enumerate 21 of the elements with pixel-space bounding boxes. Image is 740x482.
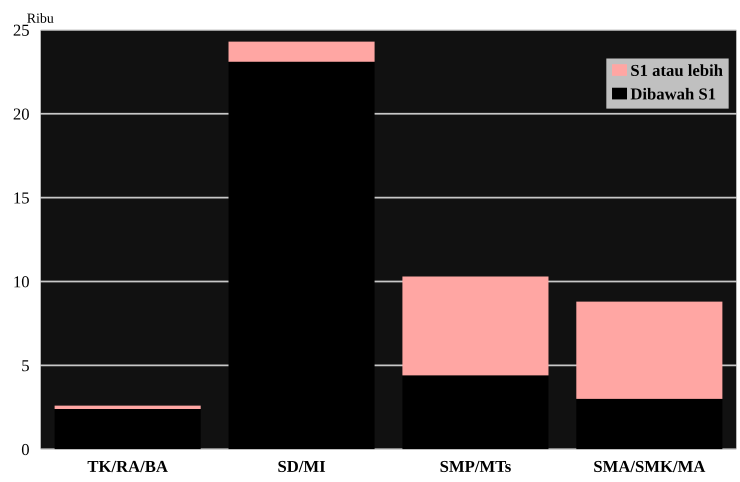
x-tick-label: TK/RA/BA xyxy=(88,460,168,472)
bar xyxy=(228,42,375,62)
bar xyxy=(576,302,722,399)
y-tick-label: 15 xyxy=(14,192,29,204)
legend-label: Dibawah S1 xyxy=(630,88,716,100)
bar xyxy=(54,406,201,409)
bar xyxy=(402,375,548,450)
bar xyxy=(576,398,722,450)
y-tick-label: 0 xyxy=(22,444,29,456)
y-tick-label: 25 xyxy=(14,24,29,36)
y-tick-label: 5 xyxy=(22,360,29,372)
y-tick-label: 20 xyxy=(14,108,29,120)
bar xyxy=(228,62,375,450)
legend-label: S1 atau lebih xyxy=(631,64,723,76)
x-tick-label: SMP/MTs xyxy=(440,460,511,472)
x-tick-label: SD/MI xyxy=(278,460,326,472)
bar xyxy=(402,276,548,376)
y-tick-label: 10 xyxy=(14,276,29,288)
x-tick-label: SMA/SMK/MA xyxy=(594,460,706,472)
y-axis-title: Ribu xyxy=(27,13,54,23)
bar xyxy=(54,408,201,450)
